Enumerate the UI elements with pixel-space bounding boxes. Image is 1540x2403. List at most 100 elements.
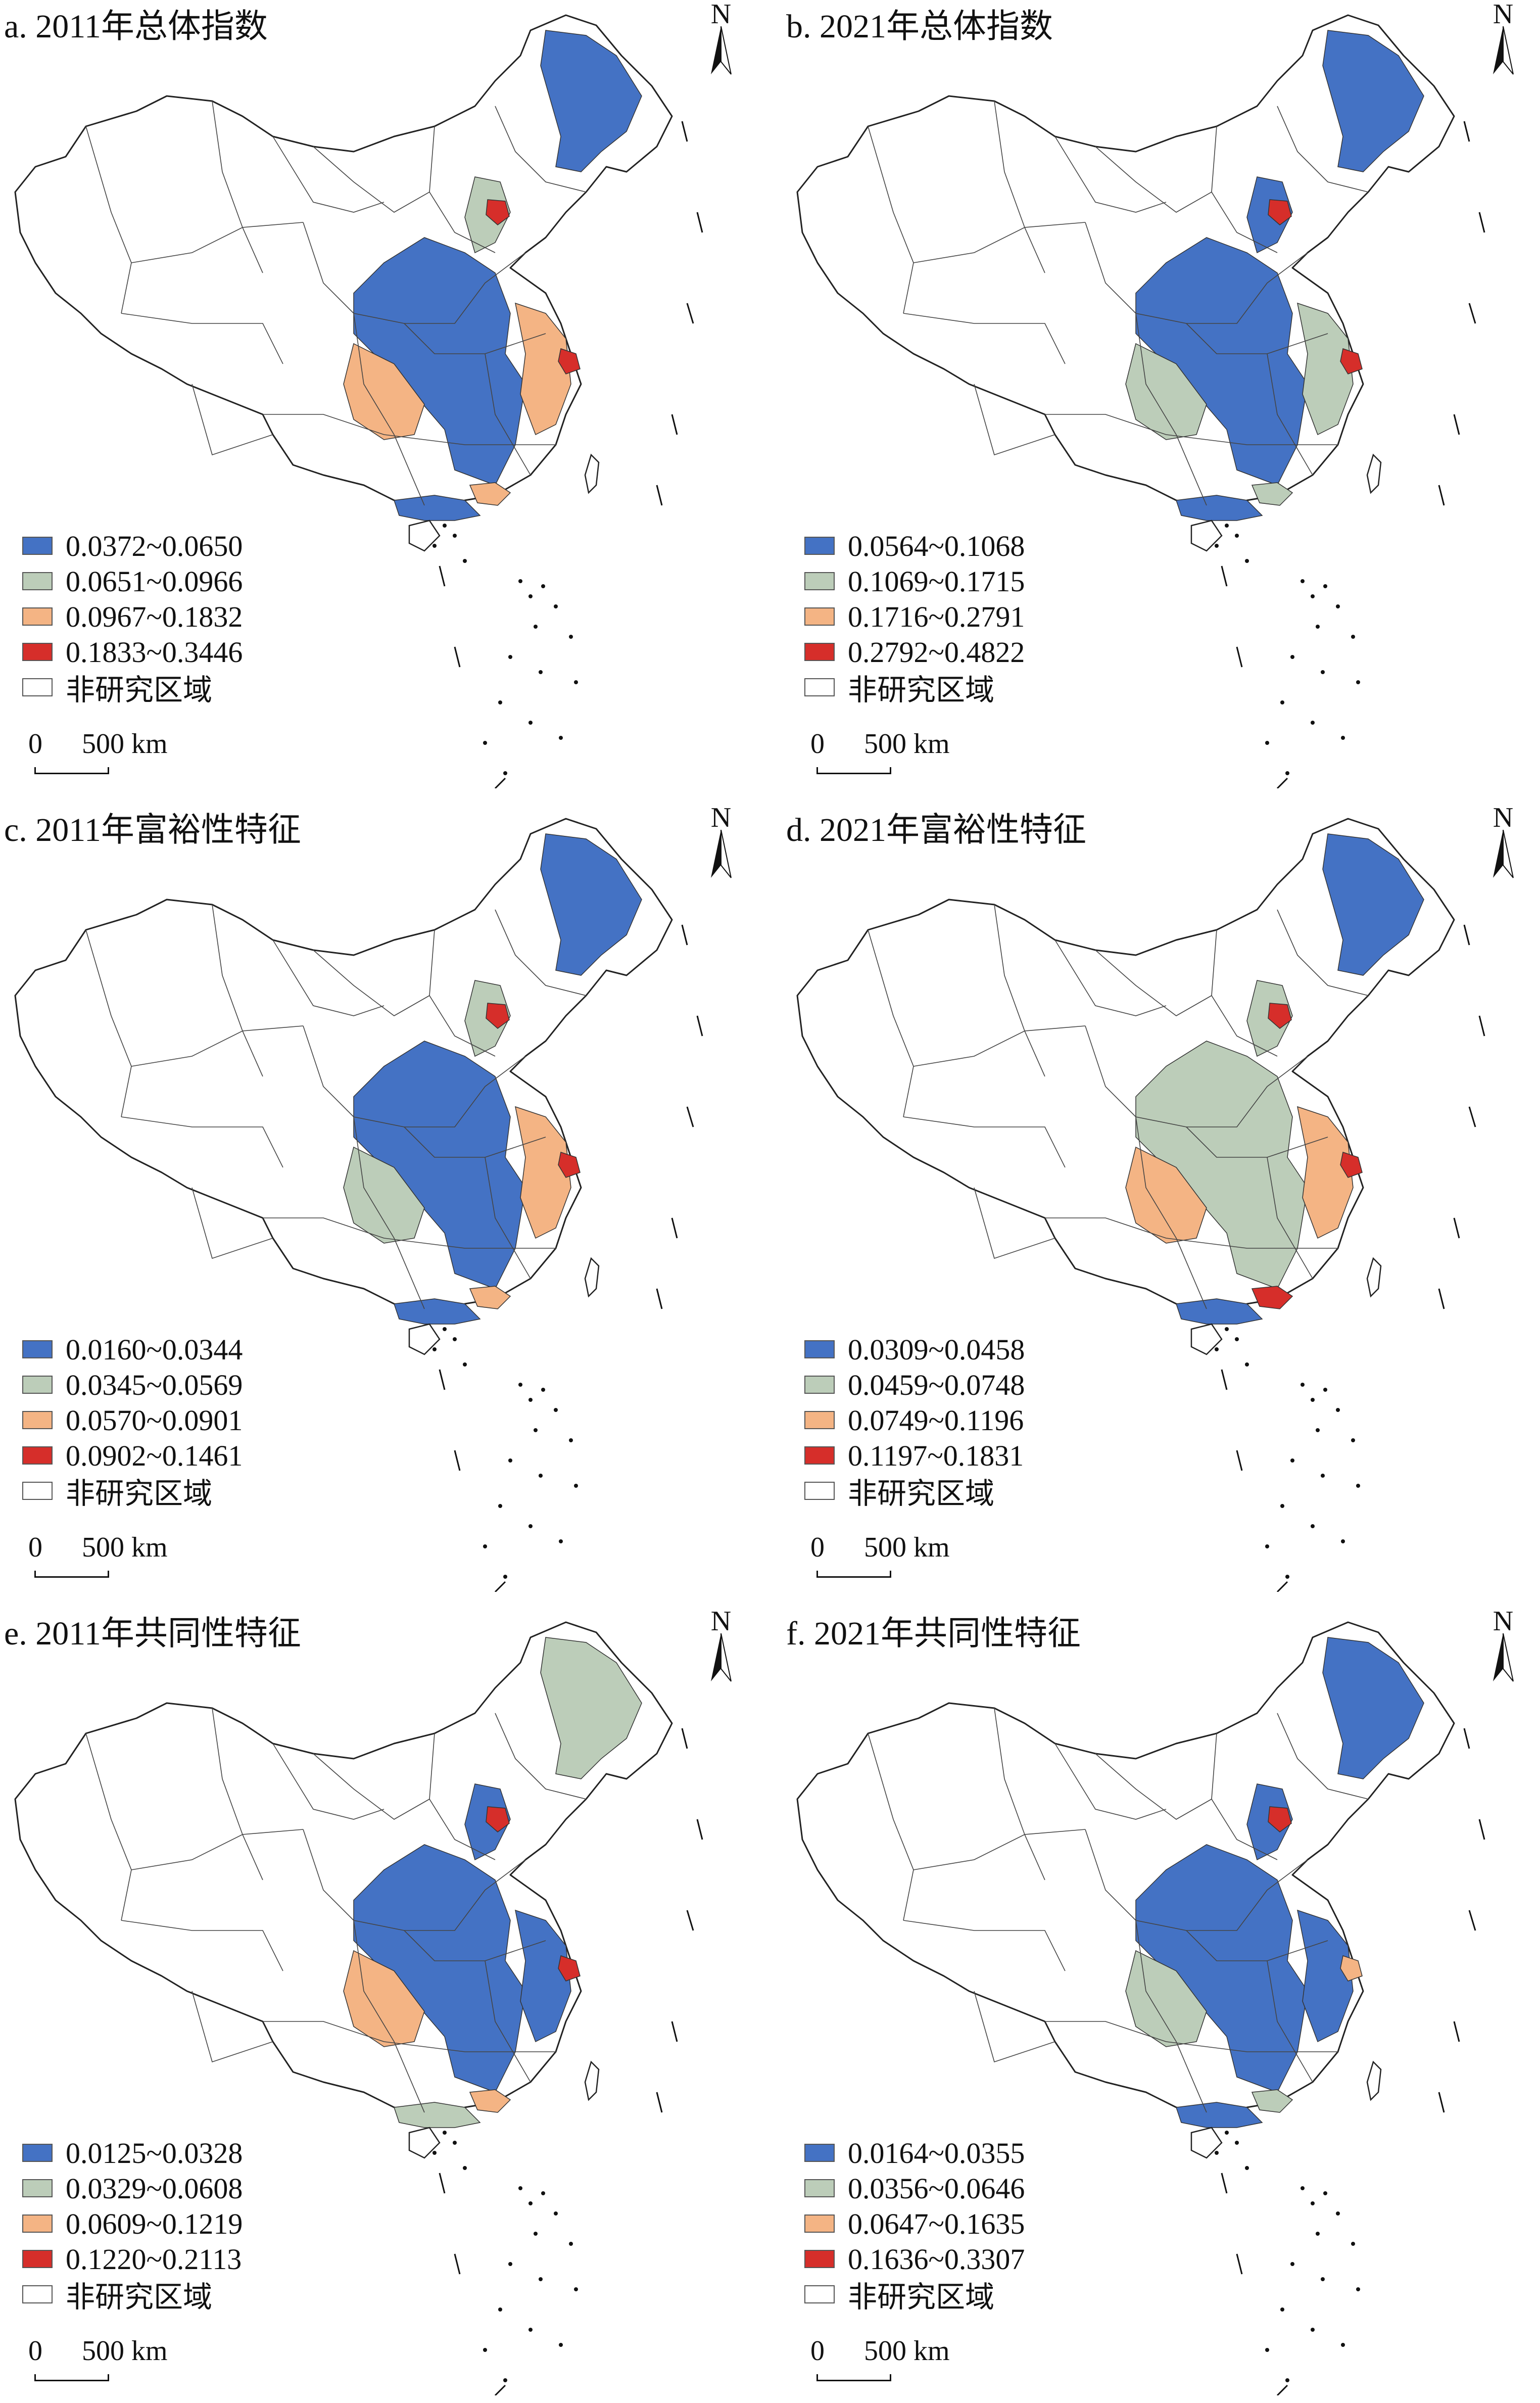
scale-line bbox=[34, 1571, 109, 1578]
island-dot bbox=[1285, 2378, 1289, 2382]
province-boundary bbox=[313, 950, 430, 1016]
legend-swatch bbox=[804, 537, 835, 555]
legend-item: 0.1833~0.3446 bbox=[22, 634, 243, 670]
legend-item: 0.0459~0.0748 bbox=[804, 1367, 1025, 1402]
island-dot bbox=[432, 1347, 437, 1351]
china-map bbox=[14, 818, 703, 1592]
island-dot bbox=[1245, 1362, 1249, 1367]
island-dot bbox=[463, 1362, 467, 1367]
legend-swatch bbox=[804, 643, 835, 661]
north-label: N bbox=[710, 802, 732, 833]
island-dot bbox=[453, 534, 457, 538]
scale-bar: 0 500 km bbox=[804, 728, 950, 783]
legend-label: 非研究区域 bbox=[66, 674, 213, 706]
province-boundary bbox=[191, 384, 273, 456]
legend-item: 0.0125~0.0328 bbox=[22, 2135, 243, 2171]
island-dot bbox=[1301, 579, 1305, 583]
study-region-guangdong bbox=[469, 2089, 511, 2113]
study-region-shanghai bbox=[558, 1955, 581, 1982]
province-boundary bbox=[404, 1930, 546, 1961]
province-boundary bbox=[974, 384, 1055, 456]
island-dot bbox=[539, 1474, 543, 1478]
legend-item: 非研究区域 bbox=[22, 1473, 243, 1510]
legend-label: 0.0902~0.1461 bbox=[66, 1439, 243, 1472]
north-arrow-icon bbox=[711, 830, 732, 878]
province-boundary bbox=[131, 1025, 304, 1067]
island-dot bbox=[453, 2141, 457, 2145]
study-region-shanghai bbox=[1340, 1955, 1363, 1982]
legend-swatch bbox=[804, 607, 835, 626]
legend-swatch bbox=[22, 2285, 53, 2303]
province-boundary bbox=[429, 126, 496, 253]
province-boundary bbox=[131, 1829, 304, 1870]
island-dot bbox=[1215, 1347, 1219, 1351]
study-region-south bbox=[393, 1298, 481, 1325]
province-boundary bbox=[263, 2021, 556, 2052]
study-region-west bbox=[1125, 343, 1207, 440]
legend-label: 非研究区域 bbox=[66, 2281, 213, 2314]
legend-item: 0.0564~0.1068 bbox=[804, 528, 1025, 563]
island-dot bbox=[1341, 1539, 1345, 1543]
island-dot bbox=[443, 1327, 447, 1331]
legend-label: 非研究区域 bbox=[848, 1477, 995, 1510]
province-boundary bbox=[404, 1859, 526, 1931]
legend-item: 0.2792~0.4822 bbox=[804, 634, 1025, 670]
legend-label: 0.0372~0.0650 bbox=[66, 529, 243, 562]
province-boundary bbox=[1211, 929, 1278, 1057]
study-region-west bbox=[343, 1146, 425, 1244]
island-dot bbox=[503, 2378, 507, 2382]
island-dot bbox=[432, 544, 437, 548]
sea-boundary-dash bbox=[1276, 1581, 1288, 1592]
island-dot bbox=[528, 594, 533, 598]
study-region-west bbox=[343, 1950, 425, 2047]
island-dot bbox=[1323, 2191, 1327, 2195]
island-dot bbox=[1311, 2201, 1315, 2205]
china-map bbox=[796, 14, 1485, 788]
sea-boundary-dash bbox=[1276, 777, 1288, 788]
province-boundary bbox=[485, 353, 531, 476]
study-region-beijing bbox=[486, 1003, 510, 1029]
sea-boundary-dash bbox=[1236, 2253, 1243, 2275]
study-region-shanghai bbox=[558, 348, 581, 374]
study-region-northeast bbox=[1322, 833, 1424, 976]
scale-distance-label: 500 km bbox=[82, 728, 168, 760]
scale-line bbox=[34, 2374, 109, 2381]
island-dot bbox=[503, 1575, 507, 1579]
island-dot bbox=[1265, 2348, 1269, 2352]
island-dot bbox=[1225, 2131, 1229, 2135]
island-dot bbox=[559, 1539, 563, 1543]
province-boundary bbox=[1095, 1753, 1212, 1820]
china-map bbox=[14, 1621, 703, 2395]
legend-swatch bbox=[22, 678, 53, 696]
legend-item: 0.1220~0.2113 bbox=[22, 2241, 243, 2277]
legend-item: 0.0651~0.0966 bbox=[22, 563, 243, 599]
island-dot bbox=[1280, 2307, 1284, 2312]
legend-label: 非研究区域 bbox=[66, 1477, 213, 1510]
taiwan-island bbox=[584, 2060, 600, 2101]
province-boundary bbox=[353, 1920, 425, 2113]
legend-item: 0.0356~0.0646 bbox=[804, 2171, 1025, 2206]
province-boundary bbox=[1054, 136, 1167, 213]
island-dot bbox=[1285, 771, 1289, 775]
island-dot bbox=[528, 1398, 533, 1402]
north-arrow-icon bbox=[711, 26, 732, 75]
province-boundary bbox=[913, 222, 1086, 263]
legend-label: 0.0356~0.0646 bbox=[848, 2172, 1025, 2205]
study-region-east bbox=[515, 1909, 571, 2043]
island-dot bbox=[443, 2131, 447, 2135]
legend-label: 0.0651~0.0966 bbox=[66, 564, 243, 598]
panel-title: e. 2011年共同性特征 bbox=[4, 1615, 301, 1652]
map-panel: b. 2021年总体指数 N 0.0564~0.1068 0.1069~0.1715 0… bbox=[782, 0, 1540, 788]
island-dot bbox=[574, 1484, 578, 1488]
province-boundary bbox=[303, 222, 405, 324]
province-boundary bbox=[121, 313, 283, 364]
island-dot bbox=[463, 2166, 467, 2170]
province-boundary bbox=[903, 1920, 1066, 1971]
study-region-northeast bbox=[540, 1637, 642, 1779]
study-region-guangdong bbox=[469, 1286, 511, 1309]
sea-boundary-dash bbox=[671, 1217, 678, 1239]
island-dot bbox=[1225, 524, 1229, 528]
legend-label: 0.0609~0.1219 bbox=[66, 2207, 243, 2240]
island-dot bbox=[574, 2287, 578, 2291]
legend-swatch bbox=[804, 2144, 835, 2162]
